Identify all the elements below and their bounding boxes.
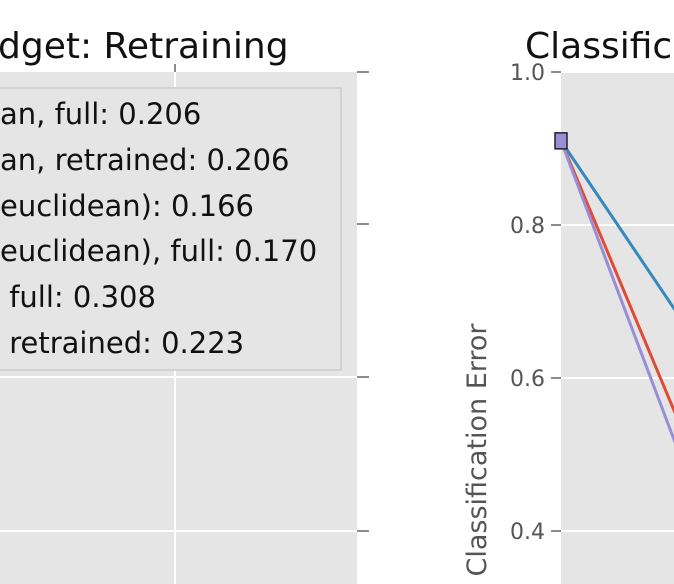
series-line-0 <box>559 140 674 312</box>
y-tick-label: 1.0 <box>510 61 545 86</box>
legend-entry: euclidean), full: 0.170 <box>0 234 317 268</box>
left-panel: dget: Retraining an, full: 0.206 an, ret… <box>0 26 369 584</box>
series-line-2 <box>559 140 674 444</box>
legend-entry: retrained: 0.223 <box>0 326 244 360</box>
y-tick-label: 0.6 <box>510 367 545 392</box>
legend-entry: full: 0.308 <box>0 280 156 314</box>
legend-entry: an, retrained: 0.206 <box>0 143 289 177</box>
data-point-marker <box>554 132 568 150</box>
right-panel-title: Classific <box>525 26 672 67</box>
left-panel-title: dget: Retraining <box>0 26 289 67</box>
y-tick-label: 0.8 <box>510 214 545 239</box>
legend-entry: an, full: 0.206 <box>0 97 201 131</box>
right-panel: Classific 1.0 0.8 0.6 0.4 Classification Er… <box>462 26 674 584</box>
right-plot-area <box>561 72 674 584</box>
legend: an, full: 0.206 an, retrained: 0.206 euc… <box>0 87 342 371</box>
legend-box <box>0 87 342 371</box>
y-axis-label: Classification Error <box>462 323 493 577</box>
y-tick-label: 0.4 <box>510 520 545 545</box>
series-layer <box>554 132 674 444</box>
series-line-1 <box>559 140 674 415</box>
y-axis: 1.0 0.8 0.6 0.4 <box>510 61 561 545</box>
legend-entry: euclidean): 0.166 <box>0 189 254 223</box>
